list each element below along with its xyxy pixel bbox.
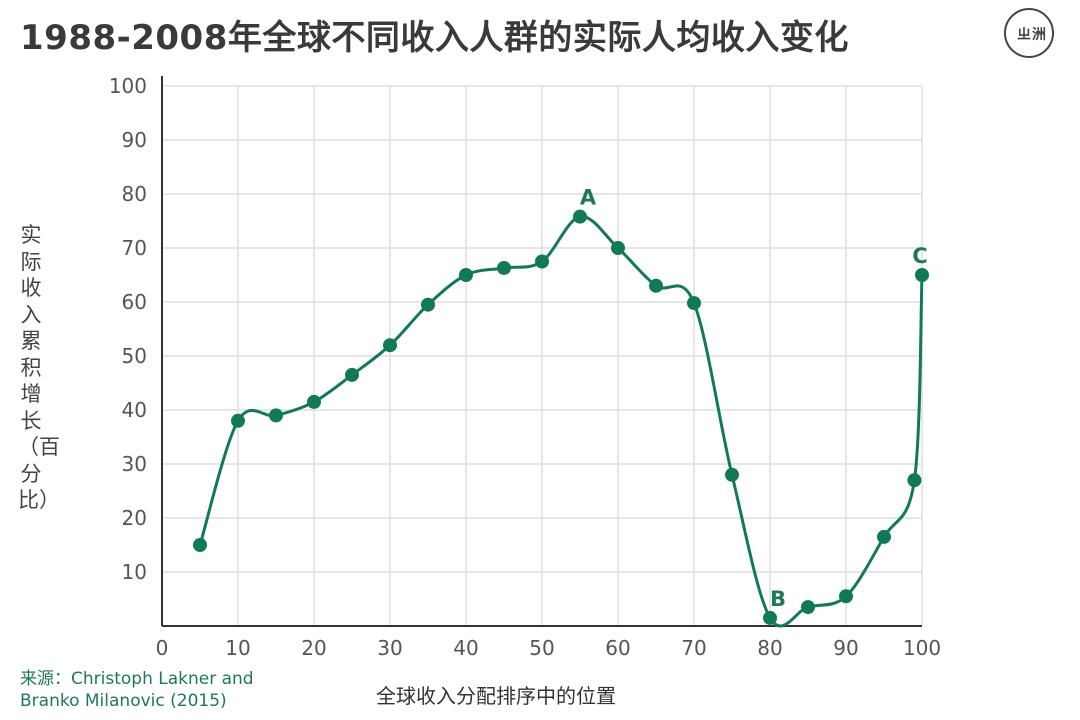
x-tick-label: 60 [605,636,630,660]
x-tick-label: 80 [757,636,782,660]
data-point [345,367,359,382]
axes [161,76,922,627]
y-axis-label: 实际收入累积增长（百分比） [18,223,60,512]
data-points [193,209,929,625]
data-point [497,260,511,275]
data-point [725,467,739,482]
y-tick-label: 60 [122,290,147,314]
x-tick-label: 90 [833,636,858,660]
series-line [198,215,924,628]
data-point [535,254,549,269]
y-tick-label: 80 [122,182,147,206]
data-point [801,600,815,615]
x-tick-label: 100 [903,636,941,660]
y-tick-label: 20 [122,506,147,530]
data-point [307,394,321,409]
annotation-label: C [912,244,927,268]
data-point [839,589,853,604]
data-point [687,296,701,311]
source-line-1: 来源：Christoph Lakner and [20,669,254,689]
chart-title: 1988-2008年全球不同收入人群的实际人均收入变化 [20,18,849,58]
data-point [907,473,922,488]
x-tick-label: 10 [225,636,250,660]
x-tick-label: 0 [156,636,169,660]
data-point [573,209,587,224]
y-tick-label: 70 [122,236,147,260]
brand-logo-icon: ㄓ洲 [1004,8,1054,58]
source-line-2: Branko Milanovic (2015) [20,691,227,711]
data-point [269,408,283,423]
annotation-label: B [770,587,786,611]
x-tick-label: 20 [301,636,326,660]
y-tick-label: 50 [122,344,147,368]
y-tick-label: 100 [109,74,147,98]
data-point [459,268,473,282]
tick-labels: 0 10 20 30 40 50 60 70 80 90 100 10 20 30 40 50 60 70 80 90… [109,74,941,660]
y-tick-label: 90 [122,128,147,152]
grid [162,85,923,626]
data-point [421,297,435,312]
x-tick-label: 50 [529,636,554,660]
data-point [649,278,663,293]
y-tick-label: 30 [122,452,147,476]
data-point [611,241,625,255]
x-tick-label: 40 [453,636,478,660]
data-point [193,538,207,552]
data-point [915,268,929,282]
data-point [763,610,777,625]
data-point [877,529,891,544]
x-tick-label: 70 [681,636,706,660]
annotation-label: A [580,186,597,210]
logo-mark: ㄓ洲 [1017,27,1047,43]
data-point [231,413,245,428]
y-tick-label: 10 [122,560,147,584]
x-axis-label: 全球收入分配排序中的位置 [376,684,616,708]
data-point [383,338,397,353]
source-note: 来源：Christoph Lakner and Branko Milanovic… [20,668,254,712]
y-tick-label: 40 [122,398,147,422]
x-tick-label: 30 [377,636,402,660]
annotations: A B C [580,186,928,611]
